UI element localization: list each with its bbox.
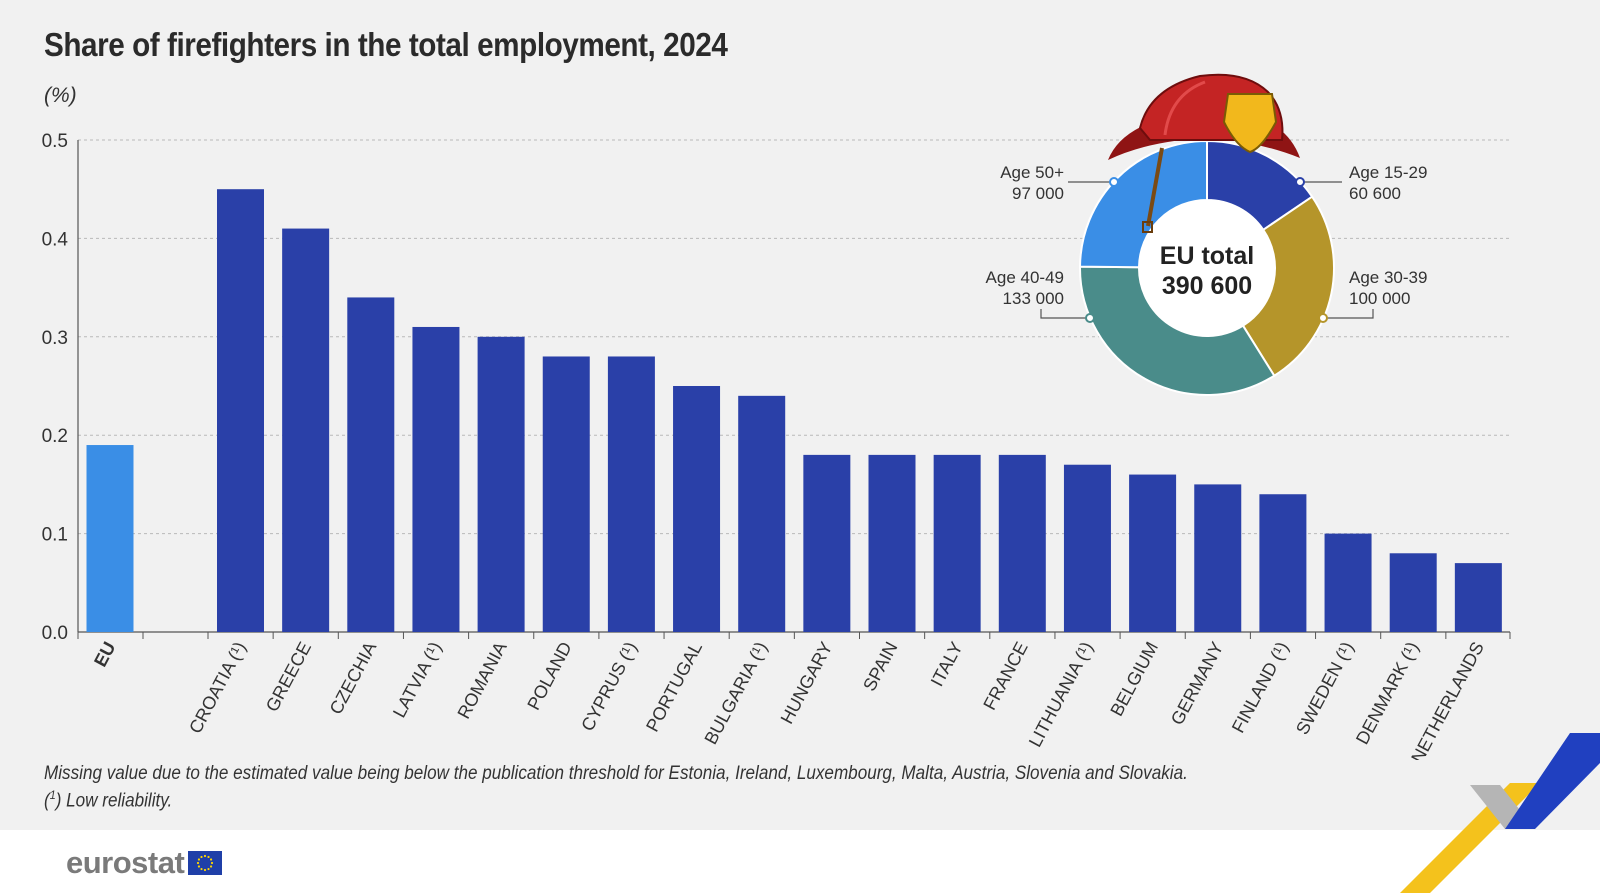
y-tick-label: 0.3 (42, 328, 68, 349)
bar-romania (477, 336, 525, 632)
x-tick-label: DENMARK (¹) (1352, 638, 1423, 747)
eu-flag-star (211, 861, 214, 865)
y-tick-label: 0.1 (42, 525, 68, 546)
eu-flag-star (207, 855, 210, 859)
eu-flag-star (198, 858, 201, 861)
x-axis-labels: EU CROATIA (¹) GREECE CZECHIA LATVIA (¹) ROMA… (90, 638, 1488, 760)
eu-flag-star (210, 865, 213, 868)
helmet-strap (1146, 147, 1164, 227)
footnote-missing: Missing value due to the estimated value… (44, 763, 1188, 784)
x-tick-label: CZECHIA (326, 638, 381, 717)
callout-value-label: 133 000 (1003, 289, 1064, 308)
helmet-highlight (1163, 80, 1206, 136)
callout-dot (1109, 177, 1119, 187)
x-tick-label: LATVIA (¹) (389, 638, 445, 720)
bar-denmark (1389, 553, 1437, 632)
donut-total-value: 390 600 (1162, 272, 1252, 300)
callout-age-label: Age 30-39 (1349, 268, 1427, 287)
y-axis-unit: (%) (44, 84, 77, 107)
bar-czechia (347, 297, 395, 632)
footnote-reliability: (1) Low reliability. (44, 788, 173, 812)
x-tick-label: BULGARIA (¹) (701, 638, 772, 747)
y-tick-label: 0.0 (42, 623, 68, 644)
bar-spain (868, 454, 916, 632)
callout-dot (1318, 313, 1328, 323)
callout-dot (1295, 177, 1305, 187)
bar-croatia (217, 189, 264, 632)
y-axis-ticks: 0.0 0.1 0.2 0.3 0.4 0.5 (42, 131, 69, 644)
y-tick-label: 0.5 (42, 131, 68, 152)
x-tick-label: CROATIA (¹) (185, 638, 250, 736)
footnote-reliability-text: Low reliability. (61, 790, 173, 812)
eu-flag-star (207, 867, 210, 871)
chart-panel (0, 0, 1600, 830)
bar-sweden (1324, 533, 1372, 632)
y-tick-label: 0.2 (42, 426, 68, 447)
helmet-buckle (1142, 221, 1153, 233)
bar-belgium (1129, 474, 1177, 632)
x-tick-label: GERMANY (1167, 638, 1227, 728)
callout-dot (1085, 313, 1095, 323)
eu-flag-star (200, 867, 203, 871)
x-tick-label: HUNGARY (777, 638, 837, 727)
callout-leader (1323, 309, 1374, 319)
y-tick-label: 0.4 (42, 229, 69, 250)
bar-lithuania (1063, 464, 1111, 632)
chart-title: Share of firefighters in the total emplo… (44, 26, 728, 63)
x-tick-label: BELGIUM (1106, 638, 1162, 719)
bar-cyprus (607, 356, 655, 632)
bar-finland (1259, 494, 1307, 632)
eu-flag-star (210, 858, 213, 861)
x-tick-label: GREECE (262, 638, 315, 715)
donut-hole (1139, 200, 1275, 336)
grid-lines (78, 139, 1510, 535)
bars (86, 189, 1502, 632)
x-tick-label: POLAND (523, 638, 575, 713)
x-tick-label: SPAIN (859, 638, 901, 694)
bar-germany (1194, 484, 1242, 632)
eu-flag-star (204, 868, 207, 872)
eurostat-logo[interactable]: eurostat (66, 845, 223, 881)
callout-value-label: 60 600 (1349, 184, 1401, 203)
eu-flag-star (204, 854, 207, 858)
donut-total-label: EU total (1160, 242, 1254, 270)
bar-bulgaria (738, 395, 786, 632)
callout-value-label: 100 000 (1349, 289, 1410, 308)
bar-latvia (412, 326, 460, 632)
bar-france (998, 454, 1046, 632)
x-tick-label: FRANCE (979, 638, 1031, 713)
bar-italy (933, 454, 981, 632)
bar-portugal (673, 386, 721, 632)
fire-helmet-icon (1108, 73, 1300, 233)
bar-chart: 0.0 0.1 0.2 0.3 0.4 0.5 EU CROATIA (¹) GREECE CZ… (42, 73, 1511, 760)
x-tick-label: EU (90, 638, 119, 669)
x-tick-label: LITHUANIA (¹) (1025, 638, 1097, 750)
footnote-marker: 1 (49, 788, 56, 802)
x-tick-label: PORTUGAL (642, 638, 706, 735)
eu-flag-star (197, 861, 200, 865)
callout-age-label: Age 40-49 (986, 268, 1064, 287)
x-tick-label: FINLAND (¹) (1228, 638, 1293, 736)
callout-age-label: Age 15-29 (1349, 163, 1427, 182)
eu-flag-star (200, 855, 203, 859)
x-tick-label: ROMANIA (454, 638, 511, 722)
callout-leader (1040, 309, 1090, 319)
decorative-ribbons (1400, 733, 1600, 893)
bar-hungary (803, 454, 851, 632)
bar-eu (86, 445, 134, 632)
bar-greece (282, 228, 330, 632)
eurostat-wordmark: eurostat (66, 845, 185, 880)
bar-poland (542, 356, 590, 632)
bar-netherlands (1454, 563, 1502, 632)
x-tick-label: SWEDEN (¹) (1292, 638, 1358, 737)
helmet-badge (1222, 93, 1278, 154)
callout-value-label: 97 000 (1012, 184, 1064, 203)
callout-age-label: Age 50+ (1000, 163, 1064, 182)
x-tick-label: CYPRUS (¹) (577, 638, 641, 734)
eu-flag-star (198, 865, 201, 868)
eu-flag-icon (188, 851, 223, 875)
x-tick-label: ITALY (927, 638, 967, 689)
